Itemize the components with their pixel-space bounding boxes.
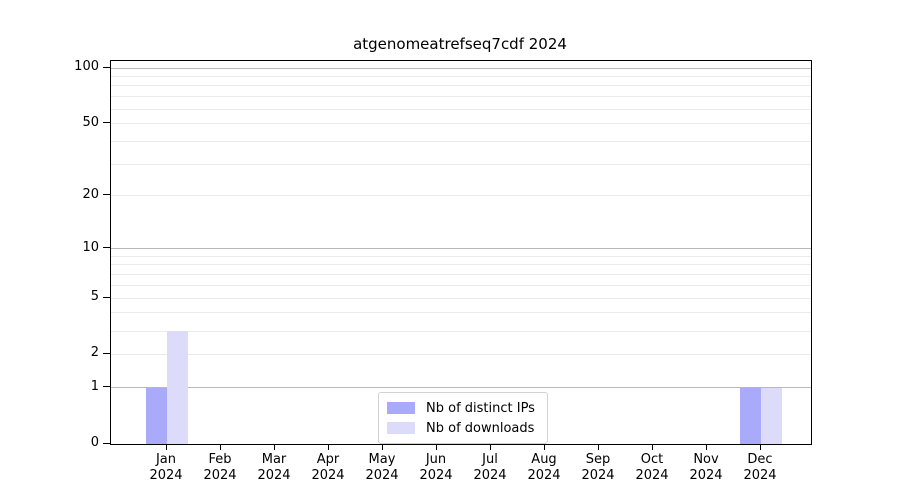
- y-tick-label: 20: [82, 186, 99, 202]
- x-tick-year: 2024: [689, 468, 723, 483]
- x-tick-label: Jan 2024: [134, 452, 198, 484]
- gridline-minor: [111, 264, 811, 266]
- x-tick-month: Aug: [531, 452, 557, 467]
- x-tick-year: 2024: [311, 468, 345, 483]
- gridline-minor: [111, 123, 811, 125]
- x-tick-label: Mar 2024: [242, 452, 306, 484]
- x-tick-month: Dec: [747, 452, 773, 467]
- x-tick-mark: [489, 444, 491, 450]
- x-tick-month: Mar: [261, 452, 287, 467]
- y-tick-label: 1: [90, 378, 99, 394]
- x-tick-label: Jul 2024: [458, 452, 522, 484]
- x-tick-year: 2024: [419, 468, 453, 483]
- x-tick-year: 2024: [149, 468, 183, 483]
- x-tick-mark: [327, 444, 329, 450]
- legend-item: Nb of distinct IPs: [387, 398, 538, 418]
- y-tick-mark: [103, 386, 110, 388]
- y-tick-mark: [103, 122, 110, 124]
- x-tick-mark: [219, 444, 221, 450]
- gridline-minor: [111, 297, 811, 299]
- x-tick-mark: [165, 444, 167, 450]
- bar-distinct-ips: [740, 387, 761, 444]
- x-tick-label: Jun 2024: [404, 452, 468, 484]
- y-tick-mark: [103, 247, 110, 249]
- gridline-minor: [111, 75, 811, 77]
- legend-swatch-downloads: [387, 422, 415, 434]
- y-tick-mark: [103, 194, 110, 196]
- gridline-minor: [111, 274, 811, 276]
- x-tick-year: 2024: [635, 468, 669, 483]
- x-tick-month: Apr: [316, 452, 340, 467]
- gridline-major: [111, 248, 811, 250]
- y-tick-mark: [103, 442, 110, 444]
- gridline-major: [111, 67, 811, 69]
- gridline-minor: [111, 312, 811, 314]
- gridline-minor: [111, 163, 811, 165]
- x-tick-year: 2024: [365, 468, 399, 483]
- x-tick-label: Sep 2024: [566, 452, 630, 484]
- x-tick-mark: [705, 444, 707, 450]
- x-tick-year: 2024: [581, 468, 615, 483]
- y-tick-mark: [103, 66, 110, 68]
- chart-title: atgenomeatrefseq7cdf 2024: [353, 35, 567, 53]
- x-tick-label: May 2024: [350, 452, 414, 484]
- x-tick-year: 2024: [743, 468, 777, 483]
- bar-downloads: [761, 387, 782, 444]
- x-tick-year: 2024: [527, 468, 561, 483]
- x-tick-mark: [435, 444, 437, 450]
- bar-downloads: [167, 331, 188, 444]
- gridline-minor: [111, 85, 811, 87]
- y-tick-label: 0: [90, 435, 99, 450]
- gridline-minor: [111, 195, 811, 197]
- plot-area: [110, 60, 812, 445]
- x-tick-mark: [597, 444, 599, 450]
- legend-label: Nb of downloads: [426, 420, 535, 436]
- x-tick-month: Nov: [693, 452, 719, 467]
- x-tick-mark: [759, 444, 761, 450]
- y-tick-mark: [103, 352, 110, 354]
- y-tick-label: 10: [82, 239, 99, 255]
- gridline-minor: [111, 284, 811, 286]
- x-tick-month: Jul: [482, 452, 498, 467]
- gridline-minor: [111, 96, 811, 98]
- x-tick-label: Apr 2024: [296, 452, 360, 484]
- x-tick-month: Sep: [585, 452, 611, 467]
- x-tick-label: Oct 2024: [620, 452, 684, 484]
- y-tick-mark: [103, 296, 110, 298]
- x-tick-year: 2024: [203, 468, 237, 483]
- x-tick-mark: [651, 444, 653, 450]
- x-tick-month: Jun: [425, 452, 447, 467]
- x-tick-label: Dec 2024: [728, 452, 792, 484]
- x-tick-label: Nov 2024: [674, 452, 738, 484]
- legend: Nb of distinct IPs Nb of downloads: [378, 392, 548, 444]
- legend-item: Nb of downloads: [387, 418, 538, 438]
- gridline-major: [111, 387, 811, 389]
- x-tick-year: 2024: [257, 468, 291, 483]
- gridline-minor: [111, 330, 811, 332]
- x-tick-label: Feb 2024: [188, 452, 252, 484]
- bar-distinct-ips: [146, 387, 167, 444]
- y-tick-label: 5: [90, 289, 99, 305]
- x-tick-month: May: [368, 452, 396, 467]
- x-tick-month: Oct: [640, 452, 664, 467]
- legend-swatch-distinct-ips: [387, 402, 415, 414]
- x-tick-mark: [273, 444, 275, 450]
- x-tick-label: Aug 2024: [512, 452, 576, 484]
- x-tick-month: Feb: [208, 452, 232, 467]
- x-tick-mark: [381, 444, 383, 450]
- x-tick-year: 2024: [473, 468, 507, 483]
- gridline-minor: [111, 255, 811, 257]
- gridline-minor: [111, 353, 811, 355]
- y-tick-label: 100: [74, 59, 99, 74]
- legend-label: Nb of distinct IPs: [426, 400, 535, 416]
- x-tick-month: Jan: [155, 452, 177, 467]
- gridline-minor: [111, 108, 811, 110]
- gridline-minor: [111, 140, 811, 142]
- y-tick-label: 50: [82, 114, 99, 130]
- y-tick-label: 2: [90, 345, 99, 361]
- x-tick-mark: [543, 444, 545, 450]
